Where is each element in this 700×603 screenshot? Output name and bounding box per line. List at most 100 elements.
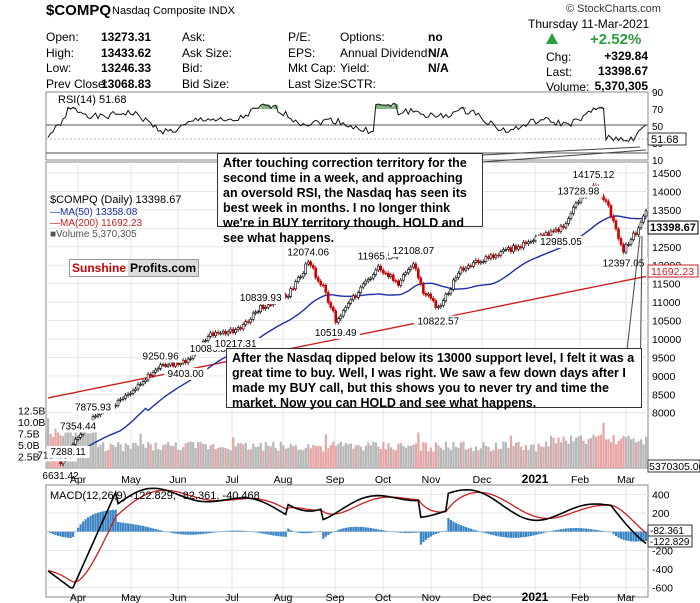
macd-histogram-bar	[617, 531, 620, 538]
volume-bar	[429, 447, 433, 468]
candle-body	[394, 280, 398, 282]
price-label: 10217.31	[215, 339, 257, 350]
x-tick-label: Nov	[422, 474, 441, 486]
volume-bar	[619, 438, 623, 468]
rsi-panel: RSI(14) 51.68 9070503010 51.68	[45, 88, 687, 167]
candle-body	[144, 379, 147, 382]
symbol-name: Nasdaq Composite INDX	[112, 5, 235, 17]
macd-histogram-bar	[387, 531, 390, 532]
candle-body	[79, 434, 82, 438]
candle-body	[319, 280, 323, 286]
candle-body	[514, 245, 518, 250]
macd-histogram-bar	[122, 522, 125, 532]
volume-bar	[557, 437, 560, 468]
field-label: Ask:	[182, 30, 206, 44]
macd-histogram-bar	[592, 529, 595, 532]
candle-body	[529, 241, 533, 243]
macd-histogram-bar	[594, 529, 598, 532]
volume-bar	[177, 449, 180, 468]
volume-bar	[419, 450, 423, 468]
candle-body	[334, 310, 338, 323]
x-tick-label: 2021	[522, 590, 549, 603]
macd-histogram-bar	[629, 531, 633, 542]
field-label: Yield:	[340, 61, 370, 75]
macd-histogram-bar	[319, 531, 322, 532]
rsi-tick-label: 70	[652, 105, 664, 116]
volume-bar	[237, 443, 240, 468]
candle-body	[407, 269, 410, 274]
candle-body	[569, 213, 573, 219]
volume-bar	[627, 435, 630, 468]
macd-histogram-bar	[274, 531, 277, 536]
macd-histogram-bar	[599, 530, 603, 532]
macd-histogram-bar	[77, 527, 80, 532]
field-value: 13273.31	[101, 30, 152, 44]
rsi-annotation: After touching correction territory for …	[217, 153, 483, 245]
volume-bar	[517, 441, 520, 468]
rsi-tick-label: 50	[652, 122, 664, 133]
volume-bar	[354, 445, 357, 468]
price-tick-label: 8000	[652, 408, 676, 420]
macd-histogram-bar	[139, 525, 142, 532]
volume-bar	[372, 441, 375, 468]
macd-histogram-bar	[407, 531, 410, 533]
candle-body	[429, 293, 433, 299]
candle-body	[622, 244, 625, 253]
macd-histogram-bar	[457, 524, 460, 532]
candle-body	[391, 274, 395, 281]
macd-histogram-bar	[572, 528, 575, 532]
candle-body	[299, 276, 303, 279]
price-label: 7875.93	[75, 402, 112, 413]
svg-text:5370305.00: 5370305.00	[649, 461, 700, 473]
macd-histogram-bar	[137, 525, 140, 532]
x-tick-label: Sep	[326, 474, 345, 486]
candle-body	[554, 228, 558, 232]
macd-histogram-bar	[297, 531, 300, 533]
price-label-bg	[554, 185, 603, 198]
volume-bar	[607, 439, 610, 468]
price-y-axis: 1450014000135001300012500120001150011000…	[652, 168, 681, 420]
volume-bar	[479, 448, 483, 468]
volume-bar	[459, 442, 463, 468]
macd-histogram-bar	[602, 530, 605, 532]
macd-histogram-bar	[289, 530, 292, 532]
volume-bar	[447, 447, 450, 468]
candle-body	[434, 300, 438, 308]
volume-bar	[182, 447, 185, 468]
x-tick-label: Sep	[326, 592, 345, 603]
candle-body	[644, 210, 648, 217]
candle-body	[309, 261, 313, 266]
macd-histogram-bar	[494, 531, 498, 536]
volume-bars	[47, 418, 648, 468]
macd-histogram-bar	[269, 531, 272, 536]
price-label-bg	[283, 246, 333, 259]
candle-body	[462, 267, 465, 271]
candle-body	[607, 201, 610, 206]
macd-histogram-bar	[507, 531, 510, 538]
macd-histogram-bar	[487, 531, 490, 534]
candle-body	[246, 321, 250, 323]
volume-bar	[589, 438, 593, 468]
macd-histogram-bar	[579, 528, 583, 532]
volume-bar	[144, 447, 147, 468]
volume-bar	[414, 443, 418, 468]
candle-body	[527, 241, 530, 244]
volume-bar	[212, 443, 215, 468]
candle-body	[211, 332, 215, 337]
macd-histogram-bar	[379, 529, 382, 532]
macd-histogram-bar	[397, 531, 400, 533]
price-label: 12397.05	[603, 259, 645, 270]
candle-body	[184, 360, 187, 364]
macd-histogram-bar	[574, 528, 578, 532]
x-tick-label: Jun	[170, 592, 187, 603]
candle-body	[374, 269, 378, 275]
candle-body	[96, 414, 100, 417]
volume-bar	[454, 446, 458, 468]
macd-histogram-bar	[439, 531, 443, 533]
candle-body	[619, 238, 623, 245]
volume-bar	[149, 444, 152, 468]
price-label: 12985.05	[540, 237, 582, 248]
macd-histogram-bar	[459, 525, 463, 532]
volume-bar	[314, 446, 317, 468]
